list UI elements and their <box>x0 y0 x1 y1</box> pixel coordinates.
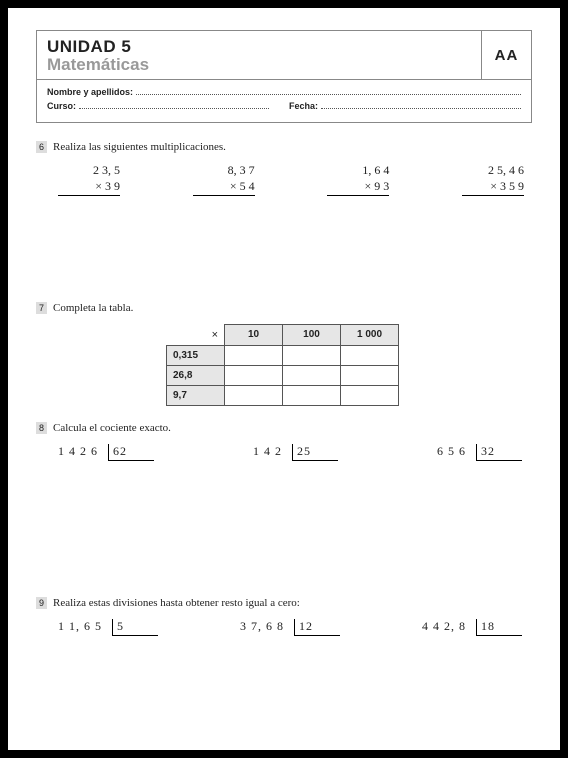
mult-bottom: × 3 9 <box>58 179 120 197</box>
header-top: UNIDAD 5 Matemáticas AA <box>37 31 531 80</box>
multiplication-table: × 10 100 1 000 0,315 26,8 9,7 <box>166 324 399 406</box>
mult-top: 2 3, 5 <box>58 163 120 179</box>
table-cell[interactable] <box>225 345 283 365</box>
table-row: 26,8 <box>167 365 399 385</box>
multiplication-item: 2 3, 5 × 3 9 <box>58 163 120 196</box>
course-input-line[interactable] <box>79 100 269 109</box>
dividend: 6 5 6 <box>437 444 466 459</box>
date-label: Fecha: <box>289 101 318 111</box>
division-item: 6 5 6 32 <box>437 444 522 461</box>
dividend: 3 7, 6 8 <box>240 619 284 634</box>
col-header: 1 000 <box>341 325 399 346</box>
date-input-line[interactable] <box>321 100 521 109</box>
question-7: 7 Completa la tabla. × 10 100 1 000 0,31… <box>36 302 532 406</box>
name-field-row: Nombre y apellidos: <box>47 86 521 97</box>
divisor-box: 25 <box>292 444 338 461</box>
question-number: 9 <box>36 597 47 609</box>
worksheet-header: UNIDAD 5 Matemáticas AA Nombre y apellid… <box>36 30 532 123</box>
table-cell[interactable] <box>341 365 399 385</box>
question-text: Realiza estas divisiones hasta obtener r… <box>53 597 300 609</box>
table-cell[interactable] <box>283 345 341 365</box>
divisor-box: 5 <box>112 619 158 636</box>
mult-bottom: × 9 3 <box>327 179 389 197</box>
question-number: 6 <box>36 141 47 153</box>
unit-title: UNIDAD 5 <box>47 37 471 57</box>
course-label: Curso: <box>47 101 76 111</box>
table-cell[interactable] <box>283 385 341 405</box>
course-date-row: Curso: Fecha: <box>47 100 521 111</box>
divisor-box: 12 <box>294 619 340 636</box>
name-label: Nombre y apellidos: <box>47 87 133 97</box>
mult-bottom: × 3 5 9 <box>462 179 524 197</box>
question-9: 9 Realiza estas divisiones hasta obtener… <box>36 597 532 636</box>
divisor-box: 32 <box>476 444 522 461</box>
table-cell[interactable] <box>341 345 399 365</box>
question-text: Completa la tabla. <box>53 302 133 314</box>
question-8: 8 Calcula el cociente exacto. 1 4 2 6 62… <box>36 422 532 461</box>
table-wrapper: × 10 100 1 000 0,315 26,8 9,7 <box>166 324 532 406</box>
question-number: 8 <box>36 422 47 434</box>
table-cell[interactable] <box>225 365 283 385</box>
row-header: 9,7 <box>167 385 225 405</box>
question-text: Realiza las siguientes multiplicaciones. <box>53 141 226 153</box>
multiplication-item: 8, 3 7 × 5 4 <box>193 163 255 196</box>
name-input-line[interactable] <box>136 86 521 95</box>
division-item: 4 4 2, 8 18 <box>422 619 522 636</box>
division-row: 1 1, 6 5 5 3 7, 6 8 12 4 4 2, 8 18 <box>36 619 532 636</box>
header-title-block: UNIDAD 5 Matemáticas <box>37 31 481 79</box>
subject-title: Matemáticas <box>47 55 471 75</box>
header-fields: Nombre y apellidos: Curso: Fecha: <box>37 80 531 122</box>
question-7-head: 7 Completa la tabla. <box>36 302 532 314</box>
division-item: 1 4 2 25 <box>253 444 338 461</box>
question-6-head: 6 Realiza las siguientes multiplicacione… <box>36 141 532 153</box>
dividend: 1 1, 6 5 <box>58 619 102 634</box>
table-row: 0,315 <box>167 345 399 365</box>
question-text: Calcula el cociente exacto. <box>53 422 171 434</box>
dividend: 1 4 2 <box>253 444 282 459</box>
dividend: 1 4 2 6 <box>58 444 98 459</box>
dividend: 4 4 2, 8 <box>422 619 466 634</box>
row-header: 26,8 <box>167 365 225 385</box>
question-number: 7 <box>36 302 47 314</box>
col-header: 10 <box>225 325 283 346</box>
row-header: 0,315 <box>167 345 225 365</box>
mult-bottom: × 5 4 <box>193 179 255 197</box>
question-8-head: 8 Calcula el cociente exacto. <box>36 422 532 434</box>
division-item: 1 4 2 6 62 <box>58 444 154 461</box>
multiplication-row: 2 3, 5 × 3 9 8, 3 7 × 5 4 1, 6 4 × 9 3 2… <box>36 163 532 196</box>
worksheet-code: AA <box>481 31 531 79</box>
multiplication-item: 2 5, 4 6 × 3 5 9 <box>462 163 524 196</box>
divisor-box: 62 <box>108 444 154 461</box>
table-cell[interactable] <box>283 365 341 385</box>
table-cell[interactable] <box>341 385 399 405</box>
divisor-box: 18 <box>476 619 522 636</box>
multiplication-item: 1, 6 4 × 9 3 <box>327 163 389 196</box>
table-corner: × <box>167 325 225 346</box>
question-9-head: 9 Realiza estas divisiones hasta obtener… <box>36 597 532 609</box>
division-item: 3 7, 6 8 12 <box>240 619 340 636</box>
division-row: 1 4 2 6 62 1 4 2 25 6 5 6 32 <box>36 444 532 461</box>
division-item: 1 1, 6 5 5 <box>58 619 158 636</box>
table-row: 9,7 <box>167 385 399 405</box>
question-6: 6 Realiza las siguientes multiplicacione… <box>36 141 532 196</box>
mult-top: 8, 3 7 <box>193 163 255 179</box>
mult-top: 2 5, 4 6 <box>462 163 524 179</box>
table-cell[interactable] <box>225 385 283 405</box>
mult-top: 1, 6 4 <box>327 163 389 179</box>
table-row: × 10 100 1 000 <box>167 325 399 346</box>
col-header: 100 <box>283 325 341 346</box>
